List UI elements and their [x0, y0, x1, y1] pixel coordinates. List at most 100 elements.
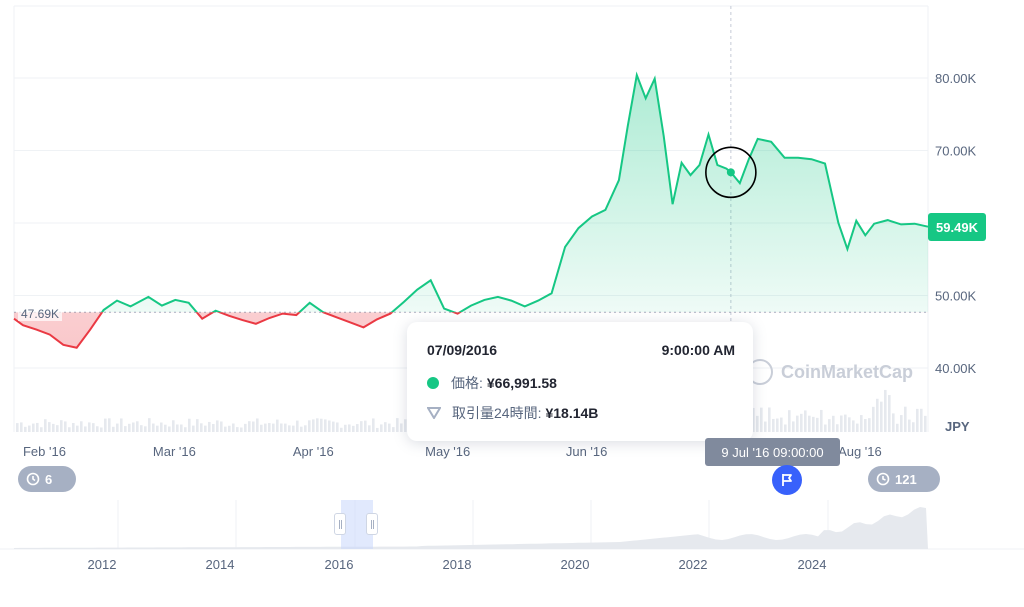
- volume-bar: [372, 418, 375, 432]
- volume-bar: [280, 423, 283, 432]
- volume-bar: [780, 417, 783, 432]
- volume-bar: [260, 424, 263, 432]
- navigator-area: [14, 507, 928, 549]
- watermark-text: CoinMarketCap: [781, 361, 914, 382]
- navigator-right-handle[interactable]: [366, 513, 378, 535]
- volume-bar: [296, 420, 299, 432]
- volume-bar: [360, 421, 363, 432]
- volume-bar: [392, 427, 395, 432]
- upcoming-events-button[interactable]: 121: [868, 466, 940, 492]
- volume-bar: [56, 425, 59, 432]
- volume-bar: [888, 395, 891, 432]
- volume-bar: [300, 426, 303, 432]
- volume-bar: [188, 418, 191, 432]
- volume-bar: [156, 425, 159, 432]
- volume-bar: [816, 417, 819, 432]
- x-tick-label: Aug '16: [838, 444, 882, 459]
- volume-bar: [276, 419, 279, 432]
- volume-bar: [176, 424, 179, 432]
- volume-bar: [112, 426, 115, 432]
- volume-bar: [840, 415, 843, 432]
- volume-bar: [128, 423, 131, 432]
- volume-bar: [316, 418, 319, 432]
- volume-bar: [44, 419, 47, 432]
- volume-bar: [16, 423, 19, 432]
- volume-bar: [828, 419, 831, 432]
- volume-bar: [796, 415, 799, 432]
- volume-bar: [772, 418, 775, 432]
- volume-bar: [876, 398, 879, 432]
- volume-bar: [212, 423, 215, 432]
- currency-label: JPY: [945, 419, 970, 434]
- volume-bar: [72, 423, 75, 432]
- volume-bar: [832, 415, 835, 432]
- volume-bar: [116, 423, 119, 432]
- x-tick-label: Mar '16: [153, 444, 196, 459]
- volume-bar: [324, 419, 327, 432]
- volume-bar: [388, 423, 391, 432]
- volume-bar: [756, 415, 759, 432]
- volume-bar: [60, 420, 63, 432]
- navigator-tick-label: 2024: [798, 557, 827, 572]
- y-tick-label: 40.00K: [935, 361, 977, 376]
- volume-bar: [760, 407, 763, 432]
- chart-tooltip: 07/09/2016 9:00:00 AM 価格: ¥66,991.58 取引量…: [407, 322, 753, 441]
- watermark: CoinMarketCap: [747, 359, 913, 385]
- volume-bar: [168, 426, 171, 432]
- volume-bar: [860, 415, 863, 432]
- volume-bar: [272, 423, 275, 432]
- tooltip-volume-value: ¥18.14B: [545, 405, 599, 421]
- history-count: 6: [45, 471, 53, 487]
- volume-bar: [844, 414, 847, 432]
- volume-icon: [427, 407, 441, 419]
- history-events-button[interactable]: 6: [18, 466, 76, 492]
- volume-bar: [916, 408, 919, 432]
- tooltip-time: 9:00:00 AM: [661, 342, 735, 358]
- volume-bar: [40, 427, 43, 432]
- hover-point: [726, 168, 735, 177]
- volume-bar: [908, 419, 911, 432]
- volume-bar: [136, 421, 139, 432]
- volume-bar: [856, 423, 859, 432]
- volume-bar: [752, 407, 755, 432]
- volume-bar: [784, 424, 787, 432]
- volume-bar: [924, 415, 927, 432]
- volume-bar: [204, 425, 207, 432]
- volume-bar: [164, 424, 167, 432]
- tooltip-date: 07/09/2016: [427, 342, 498, 358]
- navigator-left-handle[interactable]: [334, 513, 346, 535]
- volume-bar: [288, 425, 291, 432]
- event-flag-button[interactable]: [772, 465, 802, 495]
- price-dot-icon: [427, 377, 439, 389]
- series-line-up: [100, 71, 929, 313]
- volume-bar: [892, 413, 895, 432]
- volume-bar: [764, 421, 767, 432]
- y-tick-label: 70.00K: [935, 144, 977, 159]
- volume-bar: [356, 424, 359, 432]
- volume-bar: [228, 425, 231, 432]
- volume-bar: [872, 406, 875, 432]
- volume-bar: [368, 425, 371, 432]
- volume-bar: [896, 423, 899, 432]
- volume-bar: [904, 406, 907, 432]
- volume-bar: [140, 425, 143, 432]
- volume-bar: [396, 418, 399, 432]
- volume-bar: [776, 418, 779, 432]
- x-tick-label: Apr '16: [293, 444, 334, 459]
- volume-bar: [400, 423, 403, 432]
- volume-bar: [404, 419, 407, 432]
- volume-bar: [208, 421, 211, 432]
- volume-bar: [788, 410, 791, 432]
- volume-bar: [792, 421, 795, 432]
- volume-bar: [312, 419, 315, 432]
- volume-bar: [108, 418, 111, 432]
- volume-bar: [820, 409, 823, 432]
- range-navigator[interactable]: 2012 2014 2016 2018 2020 2022 2024: [0, 500, 1024, 572]
- upcoming-count: 121: [895, 471, 917, 487]
- volume-bar: [912, 422, 915, 432]
- volume-bar: [808, 415, 811, 432]
- volume-bar: [800, 413, 803, 432]
- hover-marker: [705, 146, 757, 199]
